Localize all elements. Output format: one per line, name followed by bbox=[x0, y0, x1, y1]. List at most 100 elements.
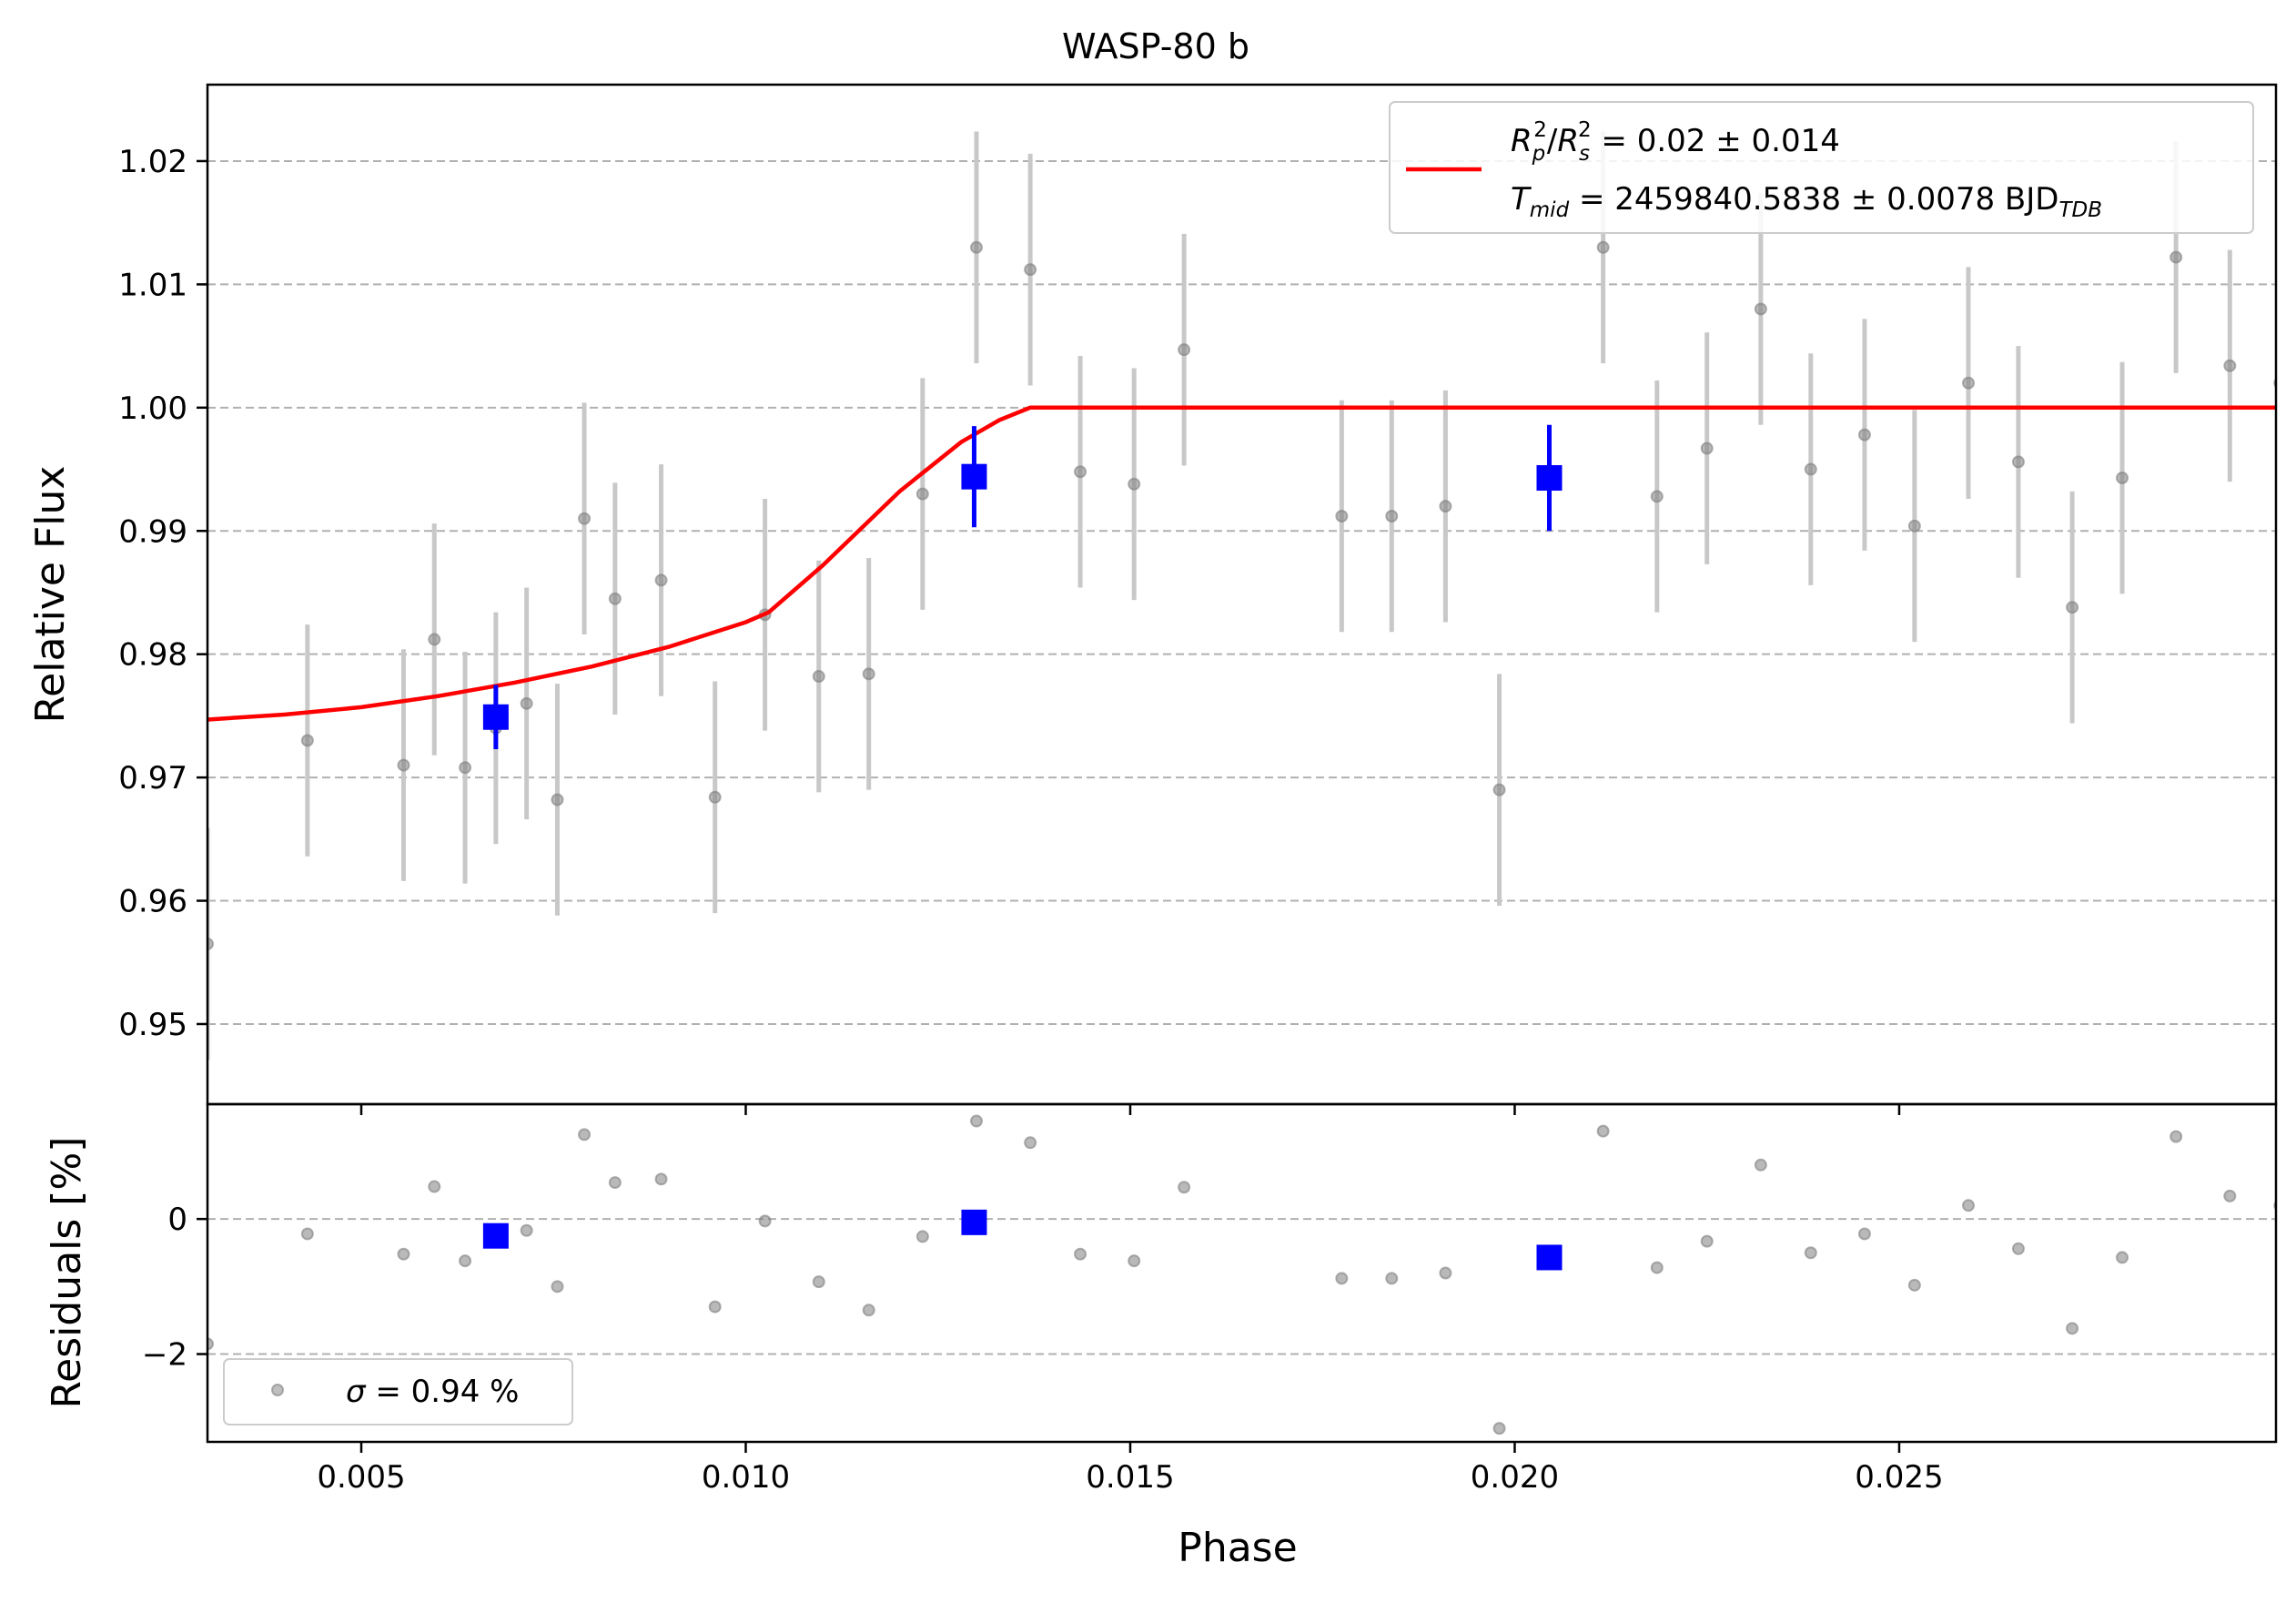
flux-ytick-label: 0.97 bbox=[118, 760, 187, 796]
residual-point bbox=[758, 1214, 772, 1228]
flux-point bbox=[2116, 472, 2129, 485]
xaxis-label: Phase bbox=[1178, 1525, 1297, 1571]
flux-point bbox=[1962, 376, 1976, 390]
residual-point bbox=[1857, 1227, 1871, 1241]
xtick-label: 0.010 bbox=[702, 1459, 790, 1496]
residual-point bbox=[1754, 1158, 1767, 1172]
residual-point bbox=[2170, 1130, 2183, 1143]
residuals-yaxis-ticks: −2 0 bbox=[142, 1202, 207, 1374]
xtick-label: 0.025 bbox=[1855, 1459, 1943, 1496]
flux-point bbox=[1857, 428, 1871, 441]
flux-ytick-label: 1.00 bbox=[118, 391, 187, 427]
flux-point bbox=[812, 670, 825, 684]
flux-point bbox=[608, 592, 622, 605]
binned-point bbox=[482, 704, 509, 730]
binned-residual-point bbox=[482, 1223, 509, 1249]
legend-mid-transit: Tmid = 2459840.5838 ± 0.0078 BJDTDB bbox=[1511, 181, 2102, 222]
residual-point bbox=[551, 1280, 564, 1294]
residual-point bbox=[1492, 1422, 1506, 1436]
residual-point bbox=[1128, 1254, 1141, 1268]
flux-ytick-label: 0.96 bbox=[118, 884, 187, 920]
residuals-ylabel: Residuals [%] bbox=[44, 1137, 90, 1409]
flux-binned-points bbox=[482, 424, 1563, 749]
residual-point bbox=[1650, 1261, 1664, 1274]
flux-ytick-label: 0.95 bbox=[118, 1007, 187, 1043]
residual-point bbox=[1385, 1272, 1399, 1285]
flux-legend-box bbox=[1389, 101, 2254, 234]
flux-ytick-label: 1.02 bbox=[118, 144, 187, 180]
residual-point bbox=[608, 1176, 622, 1190]
binned-residual-point bbox=[961, 1209, 987, 1235]
xtick-label: 0.020 bbox=[1471, 1459, 1559, 1496]
residual-point bbox=[1074, 1247, 1087, 1261]
residuals-legend-box bbox=[223, 1358, 573, 1425]
residuals-panel: −2 0 0.005 0.010 0.015 0.020 0.025 Residuals … bbox=[44, 1102, 2278, 1571]
flux-point bbox=[459, 761, 472, 775]
chart-title: WASP-80 b bbox=[1062, 26, 1249, 66]
residuals-gridlines bbox=[207, 1218, 2276, 1355]
residual-point bbox=[578, 1128, 592, 1141]
transit-model-curve bbox=[207, 405, 2276, 722]
flux-point bbox=[1754, 302, 1767, 316]
residual-point bbox=[459, 1254, 472, 1268]
residual-point bbox=[969, 1114, 983, 1128]
residuals-xaxis-ticks: 0.005 0.010 0.015 0.020 0.025 bbox=[317, 1442, 1944, 1496]
flux-point bbox=[1804, 462, 1817, 476]
residuals-panel-frame bbox=[206, 1102, 2278, 1444]
flux-point bbox=[1650, 490, 1664, 503]
flux-point bbox=[2170, 250, 2183, 264]
flux-point bbox=[708, 790, 722, 804]
flux-points bbox=[207, 240, 2276, 950]
residual-point bbox=[300, 1227, 314, 1241]
flux-legend: Rp2/Rs2 = 0.02 ± 0.014 Tmid = 2459840.58… bbox=[1389, 101, 2254, 234]
residual-point bbox=[1439, 1266, 1452, 1280]
residual-point bbox=[2066, 1322, 2079, 1335]
residuals-points bbox=[207, 1114, 2276, 1436]
residual-point bbox=[915, 1230, 929, 1243]
flux-ytick-label: 0.99 bbox=[118, 513, 187, 550]
flux-ytick-label: 1.01 bbox=[118, 267, 187, 303]
residual-point bbox=[520, 1223, 533, 1237]
flux-point bbox=[1074, 465, 1087, 479]
residual-point bbox=[1907, 1278, 1921, 1292]
residuals-ytick-label: 0 bbox=[167, 1202, 187, 1238]
binned-point bbox=[1536, 465, 1563, 492]
flux-point bbox=[1335, 510, 1349, 523]
residual-point bbox=[428, 1180, 441, 1193]
flux-point bbox=[1178, 343, 1191, 357]
residuals-binned-points bbox=[482, 1209, 1563, 1271]
flux-point bbox=[1596, 240, 1610, 254]
flux-yaxis-ticks: 0.95 0.96 0.97 0.98 0.99 1.00 1.01 1.02 bbox=[118, 144, 207, 1043]
residual-point bbox=[1962, 1199, 1976, 1212]
legend-radius-ratio: Rp2/Rs2 = 0.02 ± 0.014 bbox=[1511, 118, 1840, 166]
flux-panel: 0.95 0.96 0.97 0.98 0.99 1.00 1.01 1.02 Relativ… bbox=[27, 83, 2278, 1115]
flux-point bbox=[397, 758, 410, 772]
flux-point bbox=[1907, 519, 1921, 533]
residual-point bbox=[1335, 1272, 1349, 1285]
flux-point bbox=[969, 240, 983, 254]
residual-point bbox=[1596, 1124, 1610, 1138]
residuals-legend-marker bbox=[271, 1384, 284, 1396]
flux-point bbox=[1385, 510, 1399, 523]
residual-point bbox=[1700, 1234, 1714, 1248]
residual-point bbox=[812, 1275, 825, 1289]
flux-point bbox=[1128, 477, 1141, 491]
residual-point bbox=[708, 1300, 722, 1314]
residual-point bbox=[397, 1247, 410, 1261]
flux-point bbox=[578, 512, 592, 525]
flux-xaxis-ticks bbox=[359, 1104, 1901, 1115]
residual-point bbox=[2116, 1251, 2129, 1264]
residual-point bbox=[1178, 1181, 1191, 1194]
flux-point bbox=[428, 633, 441, 646]
flux-ylabel: Relative Flux bbox=[27, 466, 74, 724]
residuals-legend: σ = 0.94 % bbox=[223, 1358, 573, 1425]
flux-point bbox=[2066, 601, 2079, 614]
flux-point bbox=[862, 667, 875, 681]
flux-point bbox=[207, 937, 214, 950]
residual-point bbox=[2223, 1189, 2237, 1202]
flux-ytick-label: 0.98 bbox=[118, 637, 187, 674]
flux-point bbox=[2011, 455, 2025, 469]
xtick-label: 0.005 bbox=[317, 1459, 405, 1496]
